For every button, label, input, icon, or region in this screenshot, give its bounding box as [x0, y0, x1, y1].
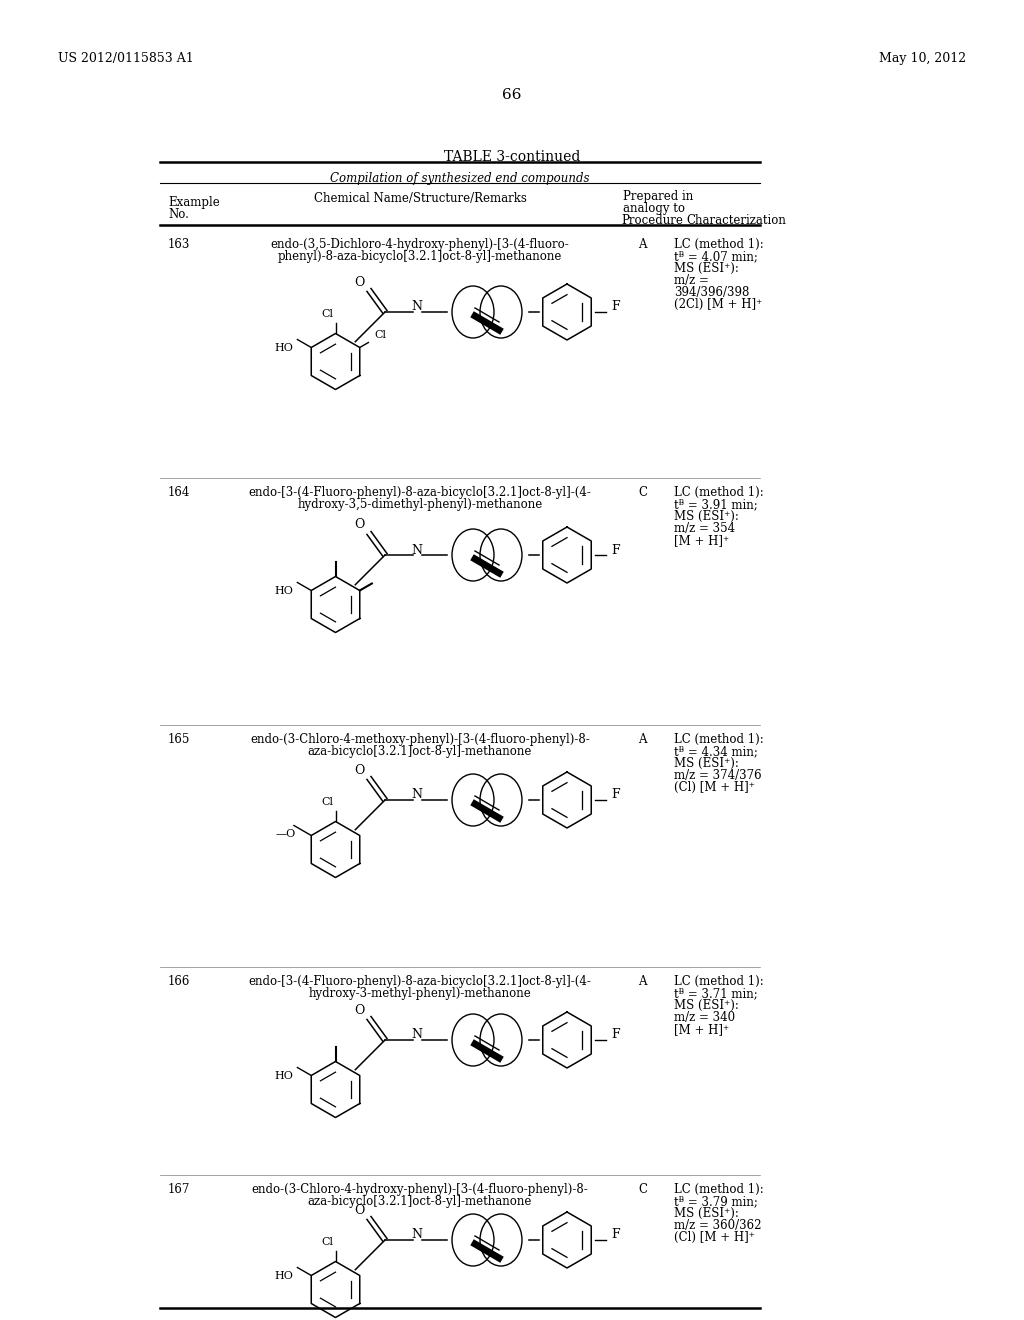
Text: No.: No.	[168, 209, 188, 220]
Text: [M + H]⁺: [M + H]⁺	[674, 1023, 729, 1036]
Text: m/z = 360/362: m/z = 360/362	[674, 1218, 762, 1232]
Text: LC (method 1):: LC (method 1):	[674, 486, 764, 499]
Text: 164: 164	[168, 486, 190, 499]
Text: 66: 66	[502, 88, 522, 102]
Text: LC (method 1):: LC (method 1):	[674, 238, 764, 251]
Text: Compilation of synthesized end compounds: Compilation of synthesized end compounds	[331, 172, 590, 185]
Text: LC (method 1):: LC (method 1):	[674, 975, 764, 987]
Text: aza-bicyclo[3.2.1]oct-8-yl]-methanone: aza-bicyclo[3.2.1]oct-8-yl]-methanone	[308, 1195, 532, 1208]
Text: m/z = 374/376: m/z = 374/376	[674, 770, 762, 781]
Text: 394/396/398: 394/396/398	[674, 286, 750, 300]
Text: aza-bicyclo[3.2.1]oct-8-yl]-methanone: aza-bicyclo[3.2.1]oct-8-yl]-methanone	[308, 744, 532, 758]
Text: (Cl) [M + H]⁺: (Cl) [M + H]⁺	[674, 781, 755, 795]
Text: MS (ESI⁺):: MS (ESI⁺):	[674, 1206, 739, 1220]
Text: [M + H]⁺: [M + H]⁺	[674, 535, 729, 546]
Text: Chemical Name/Structure/Remarks: Chemical Name/Structure/Remarks	[313, 191, 526, 205]
Text: 167: 167	[168, 1183, 190, 1196]
Text: endo-(3-Chloro-4-hydroxy-phenyl)-[3-(4-fluoro-phenyl)-8-: endo-(3-Chloro-4-hydroxy-phenyl)-[3-(4-f…	[252, 1183, 589, 1196]
Text: tᴯ = 3.79 min;: tᴯ = 3.79 min;	[674, 1195, 758, 1208]
Text: Cl: Cl	[322, 797, 334, 808]
Text: Example: Example	[168, 195, 220, 209]
Text: HO: HO	[274, 586, 293, 597]
Text: endo-(3-Chloro-4-methoxy-phenyl)-[3-(4-fluoro-phenyl)-8-: endo-(3-Chloro-4-methoxy-phenyl)-[3-(4-f…	[250, 733, 590, 746]
Text: endo-[3-(4-Fluoro-phenyl)-8-aza-bicyclo[3.2.1]oct-8-yl]-(4-: endo-[3-(4-Fluoro-phenyl)-8-aza-bicyclo[…	[249, 975, 592, 987]
Text: F: F	[611, 544, 620, 557]
Text: endo-[3-(4-Fluoro-phenyl)-8-aza-bicyclo[3.2.1]oct-8-yl]-(4-: endo-[3-(4-Fluoro-phenyl)-8-aza-bicyclo[…	[249, 486, 592, 499]
Text: HO: HO	[274, 343, 293, 354]
Text: O: O	[354, 276, 365, 289]
Text: LC (method 1):: LC (method 1):	[674, 1183, 764, 1196]
Text: m/z = 354: m/z = 354	[674, 521, 735, 535]
Text: 163: 163	[168, 238, 190, 251]
Text: O: O	[354, 519, 365, 532]
Text: TABLE 3-continued: TABLE 3-continued	[443, 150, 581, 164]
Text: O: O	[354, 1003, 365, 1016]
Text: analogy to: analogy to	[623, 202, 685, 215]
Text: C: C	[638, 486, 647, 499]
Text: phenyl)-8-aza-bicyclo[3.2.1]oct-8-yl]-methanone: phenyl)-8-aza-bicyclo[3.2.1]oct-8-yl]-me…	[278, 249, 562, 263]
Text: C: C	[638, 1183, 647, 1196]
Text: Cl: Cl	[322, 1237, 334, 1247]
Text: F: F	[611, 1028, 620, 1041]
Text: MS (ESI⁺):: MS (ESI⁺):	[674, 261, 739, 275]
Text: endo-(3,5-Dichloro-4-hydroxy-phenyl)-[3-(4-fluoro-: endo-(3,5-Dichloro-4-hydroxy-phenyl)-[3-…	[270, 238, 569, 251]
Text: tᴯ = 4.34 min;: tᴯ = 4.34 min;	[674, 744, 758, 758]
Text: —O: —O	[275, 829, 295, 840]
Text: F: F	[611, 301, 620, 314]
Text: O: O	[354, 763, 365, 776]
Text: A: A	[638, 238, 646, 251]
Text: O: O	[354, 1204, 365, 1217]
Text: A: A	[638, 733, 646, 746]
Text: tᴯ = 3.91 min;: tᴯ = 3.91 min;	[674, 498, 758, 511]
Text: (2Cl) [M + H]⁺: (2Cl) [M + H]⁺	[674, 298, 762, 312]
Text: US 2012/0115853 A1: US 2012/0115853 A1	[58, 51, 194, 65]
Text: Procedure: Procedure	[621, 214, 683, 227]
Text: May 10, 2012: May 10, 2012	[879, 51, 966, 65]
Text: tᴯ = 3.71 min;: tᴯ = 3.71 min;	[674, 987, 758, 1001]
Text: Cl: Cl	[322, 309, 334, 319]
Text: F: F	[611, 788, 620, 801]
Text: N: N	[412, 544, 423, 557]
Text: MS (ESI⁺):: MS (ESI⁺):	[674, 756, 739, 770]
Text: 166: 166	[168, 975, 190, 987]
Text: Prepared in: Prepared in	[623, 190, 693, 203]
Text: MS (ESI⁺):: MS (ESI⁺):	[674, 999, 739, 1012]
Text: Cl: Cl	[374, 330, 386, 341]
Text: hydroxy-3-methyl-phenyl)-methanone: hydroxy-3-methyl-phenyl)-methanone	[308, 987, 531, 1001]
Text: hydroxy-3,5-dimethyl-phenyl)-methanone: hydroxy-3,5-dimethyl-phenyl)-methanone	[297, 498, 543, 511]
Text: (Cl) [M + H]⁺: (Cl) [M + H]⁺	[674, 1232, 755, 1243]
Text: N: N	[412, 788, 423, 801]
Text: m/z =: m/z =	[674, 275, 709, 286]
Text: HO: HO	[274, 1271, 293, 1282]
Text: A: A	[638, 975, 646, 987]
Text: m/z = 340: m/z = 340	[674, 1011, 735, 1024]
Text: F: F	[611, 1229, 620, 1242]
Text: N: N	[412, 1229, 423, 1242]
Text: LC (method 1):: LC (method 1):	[674, 733, 764, 746]
Text: HO: HO	[274, 1072, 293, 1081]
Text: MS (ESI⁺):: MS (ESI⁺):	[674, 510, 739, 523]
Text: Characterization: Characterization	[686, 214, 785, 227]
Text: tᴯ = 4.07 min;: tᴯ = 4.07 min;	[674, 249, 758, 263]
Text: N: N	[412, 1028, 423, 1041]
Text: N: N	[412, 301, 423, 314]
Text: 165: 165	[168, 733, 190, 746]
